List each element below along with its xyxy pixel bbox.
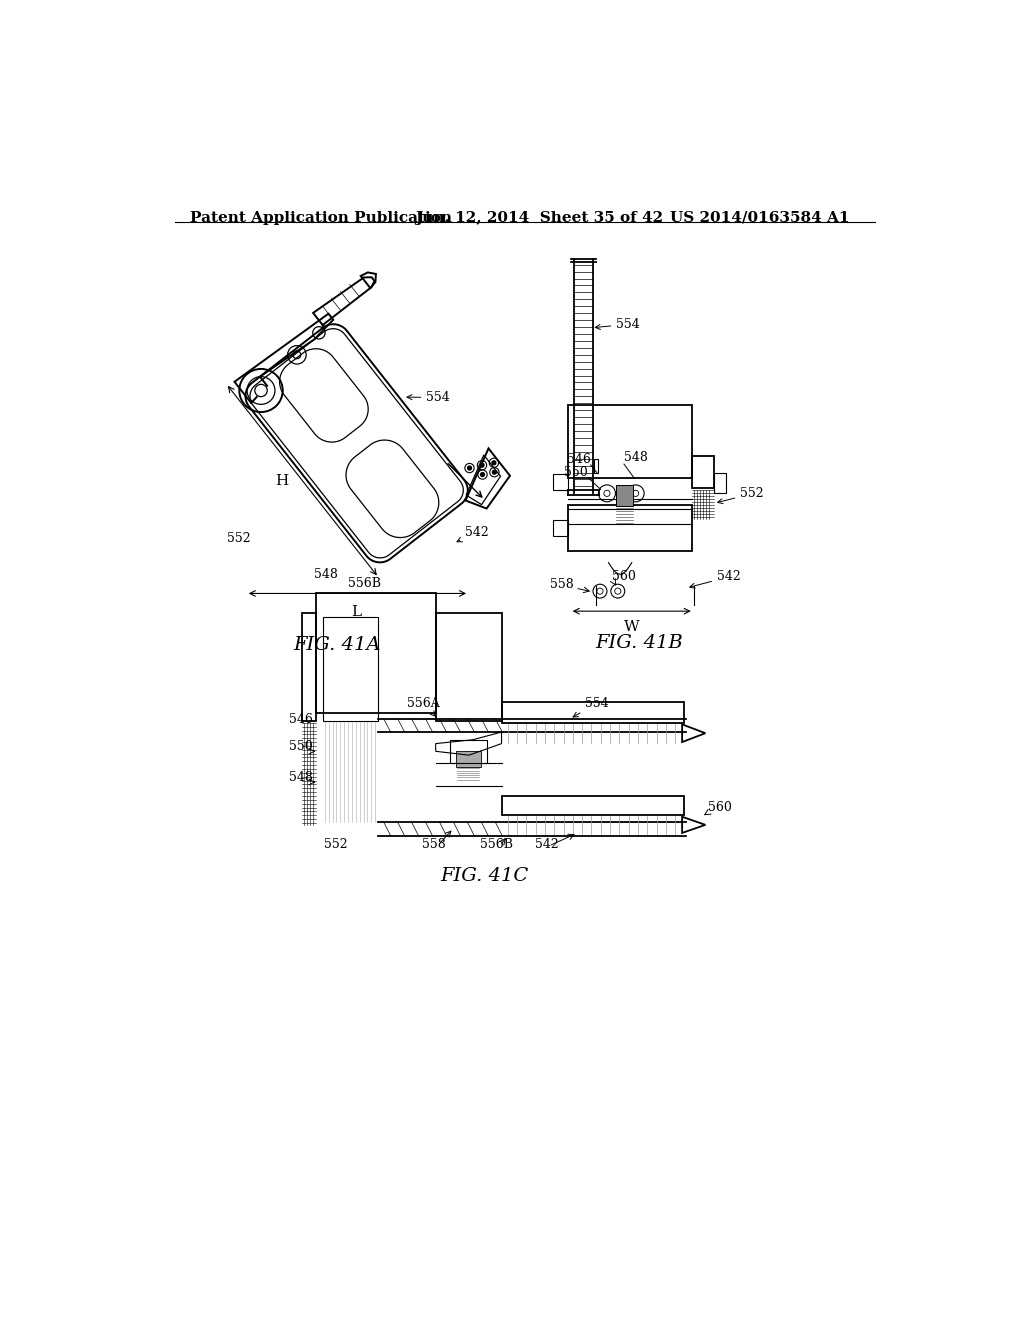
Text: 542: 542 [535,838,558,850]
Text: 554: 554 [407,391,451,404]
Bar [594,459,598,473]
Text: 558: 558 [422,838,446,850]
Bar [450,739,486,763]
Text: 548: 548 [624,451,648,465]
Text: 556B: 556B [479,838,513,850]
Bar [553,520,568,536]
Circle shape [493,470,497,474]
Text: 546: 546 [289,713,312,726]
Bar [568,506,692,552]
Text: 550: 550 [289,739,312,752]
Text: 548: 548 [289,771,312,784]
Circle shape [255,384,267,396]
Text: 552: 552 [718,487,764,504]
Text: 548: 548 [314,568,338,581]
Bar [502,702,684,723]
Circle shape [480,463,484,467]
Text: 554: 554 [595,318,640,331]
Text: H: H [275,474,289,487]
Bar [502,796,684,816]
Text: 552: 552 [227,532,251,545]
Text: L: L [351,605,361,619]
Text: Patent Application Publication: Patent Application Publication [190,211,452,224]
Bar [692,455,714,488]
Text: Jun. 12, 2014  Sheet 35 of 42: Jun. 12, 2014 Sheet 35 of 42 [415,211,663,224]
Text: 546: 546 [567,453,591,466]
Bar [616,484,633,507]
Circle shape [480,473,484,477]
Bar [456,751,480,767]
Text: FIG. 41A: FIG. 41A [294,636,381,653]
Bar [324,616,378,721]
Text: 550: 550 [564,466,588,479]
Bar [302,612,315,721]
Bar [568,405,692,478]
Text: 552: 552 [324,838,347,850]
Circle shape [468,466,471,470]
Text: FIG. 41B: FIG. 41B [596,635,683,652]
Text: W: W [624,620,640,635]
Bar [714,473,726,494]
Circle shape [492,461,496,465]
Text: 542: 542 [690,570,740,589]
Text: 554: 554 [573,697,609,717]
Text: 558: 558 [550,578,573,591]
Text: 556A: 556A [407,697,439,717]
Text: 542: 542 [457,525,488,541]
Text: 556B: 556B [348,577,381,590]
Text: 560: 560 [612,570,636,583]
Bar [553,474,568,490]
Text: 560: 560 [708,801,731,814]
Text: US 2014/0163584 A1: US 2014/0163584 A1 [671,211,850,224]
Text: FIG. 41C: FIG. 41C [440,867,528,884]
Bar [315,594,435,713]
Bar [435,612,502,721]
